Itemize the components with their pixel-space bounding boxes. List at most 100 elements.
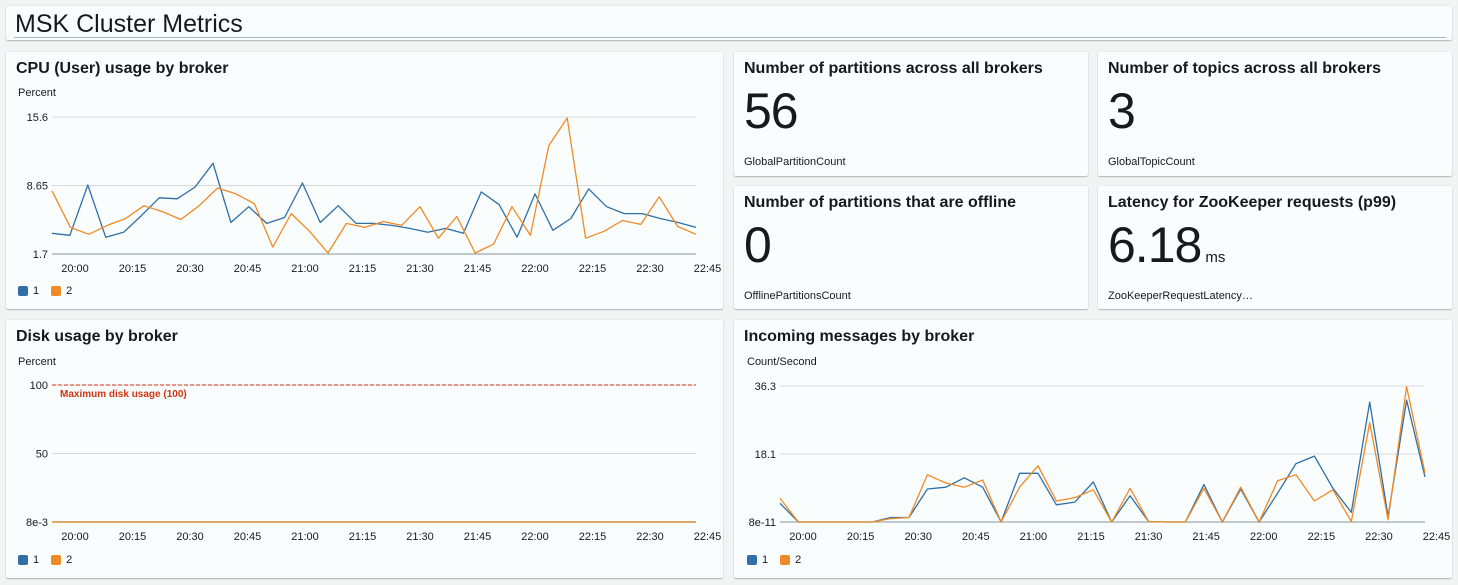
series-2-line[interactable] [779, 386, 1426, 523]
cpu-chart: 15.6 8.65 1.7 20:00 20:15 20:30 20:45 21:00 21:1… [27, 112, 722, 275]
legend-item-1[interactable]: 1 [747, 554, 768, 566]
incoming-widget-title: Incoming messages by broker [744, 328, 975, 345]
x-tick-label: 21:00 [291, 531, 319, 543]
disk-legend: 1 2 [18, 554, 72, 566]
legend-item-2[interactable]: 2 [780, 554, 801, 566]
legend-label-2: 2 [66, 554, 73, 566]
x-tick-label: 22:45 [694, 531, 722, 543]
x-tick-label: 21:45 [1192, 531, 1220, 543]
y-tick-label: 36.3 [755, 381, 776, 393]
legend-label-1: 1 [762, 554, 769, 566]
topics-widget-title: Number of topics across all brokers [1108, 60, 1381, 77]
series-2-swatch [51, 555, 62, 565]
y-tick-label: 100 [30, 380, 48, 392]
series-1-swatch [747, 555, 757, 565]
series-2-swatch [780, 555, 791, 565]
legend-item-1[interactable]: 1 [18, 285, 39, 297]
x-tick-label: 20:30 [176, 531, 204, 543]
x-tick-label: 20:15 [119, 531, 147, 543]
x-tick-label: 22:30 [1365, 531, 1393, 543]
y-tick-label: 8.65 [27, 181, 48, 193]
y-tick-label: 18.1 [755, 449, 776, 461]
latency-unit: ms [1205, 249, 1226, 266]
x-tick-label: 22:00 [521, 531, 549, 543]
x-tick-label: 22:15 [1308, 531, 1336, 543]
cpu-widget-title: CPU (User) usage by broker [16, 60, 229, 77]
title-divider [14, 37, 1446, 38]
latency-value: 6.18 [1108, 217, 1202, 273]
x-tick-label: 21:45 [464, 531, 492, 543]
x-tick-label: 22:30 [636, 531, 664, 543]
x-tick-label: 21:30 [406, 531, 434, 543]
latency-widget-title: Latency for ZooKeeper requests (p99) [1108, 194, 1397, 211]
incoming-unit-label: Count/Second [747, 356, 817, 368]
zookeeper-latency-widget[interactable]: Latency for ZooKeeper requests (p99) 6.1… [1098, 186, 1452, 309]
partitions-widget[interactable]: Number of partitions across all brokers … [734, 52, 1088, 176]
x-tick-label: 22:00 [1250, 531, 1278, 543]
partitions-value: 56 [744, 83, 799, 139]
offline-metric-name: OfflinePartitionsCount [744, 290, 851, 302]
x-tick-label: 20:45 [234, 263, 262, 275]
legend-item-2[interactable]: 2 [51, 554, 72, 566]
threshold-annotation: Maximum disk usage (100) [60, 389, 187, 400]
partitions-metric-name: GlobalPartitionCount [744, 156, 846, 168]
topics-widget[interactable]: Number of topics across all brokers 3 Gl… [1098, 52, 1452, 176]
x-tick-label: 20:30 [904, 531, 932, 543]
x-tick-label: 22:45 [1423, 531, 1451, 543]
latency-metric-name: ZooKeeperRequestLatency… [1108, 290, 1253, 302]
x-tick-label: 20:00 [61, 263, 89, 275]
y-tick-label: 50 [36, 449, 48, 461]
partitions-widget-title: Number of partitions across all brokers [744, 60, 1043, 77]
disk-unit-label: Percent [18, 356, 56, 368]
series-2-line[interactable] [51, 117, 697, 254]
x-tick-label: 21:45 [464, 263, 492, 275]
y-tick-label: 8e-3 [26, 517, 48, 529]
disk-widget-title: Disk usage by broker [16, 328, 178, 345]
series-2-swatch [51, 286, 62, 296]
series-1-line[interactable] [779, 399, 1426, 523]
incoming-messages-widget[interactable]: Incoming messages by broker Count/Second… [734, 320, 1452, 578]
incoming-chart: 36.3 18.1 8e-11 20:00 20:15 20:30 20:45 21:00 21… [749, 381, 1451, 543]
disk-widget[interactable]: Disk usage by broker Percent 100 50 8e-3 20… [6, 320, 723, 578]
dashboard-title-bar: MSK Cluster Metrics [6, 6, 1452, 40]
legend-item-1[interactable]: 1 [18, 554, 39, 566]
offline-value: 0 [744, 217, 772, 273]
legend-item-2[interactable]: 2 [51, 285, 72, 297]
x-tick-label: 21:30 [406, 263, 434, 275]
series-1-line[interactable] [51, 162, 697, 238]
x-tick-label: 20:15 [119, 263, 147, 275]
x-tick-label: 20:15 [847, 531, 875, 543]
y-tick-label: 8e-11 [749, 517, 776, 529]
x-tick-label: 20:45 [962, 531, 990, 543]
legend-label-1: 1 [33, 554, 40, 566]
x-tick-label: 20:00 [789, 531, 817, 543]
y-tick-label: 15.6 [27, 112, 48, 124]
topics-value: 3 [1108, 83, 1136, 139]
series-1-swatch [18, 286, 28, 296]
y-tick-label: 1.7 [33, 249, 48, 261]
legend-label-2: 2 [795, 554, 802, 566]
legend-label-2: 2 [66, 285, 73, 297]
x-tick-label: 21:30 [1135, 531, 1163, 543]
disk-chart: 100 50 8e-3 20:00 20:15 20:30 20:45 21:00 21:15 2… [26, 380, 722, 543]
x-tick-label: 22:30 [636, 263, 664, 275]
offline-widget-title: Number of partitions that are offline [744, 194, 1017, 211]
x-tick-label: 20:45 [234, 531, 262, 543]
cpu-widget[interactable]: CPU (User) usage by broker Percent 15.6 8… [6, 52, 723, 309]
x-tick-label: 21:15 [349, 263, 377, 275]
legend-label-1: 1 [33, 285, 40, 297]
cpu-unit-label: Percent [18, 87, 56, 99]
topics-metric-name: GlobalTopicCount [1108, 156, 1195, 168]
offline-partitions-widget[interactable]: Number of partitions that are offline 0 … [734, 186, 1088, 309]
latency-value-wrap: 6.18 ms [1108, 216, 1225, 274]
x-tick-label: 22:45 [694, 263, 722, 275]
incoming-legend: 1 2 [747, 554, 801, 566]
x-tick-label: 21:00 [1020, 531, 1048, 543]
x-tick-label: 20:00 [61, 531, 89, 543]
x-tick-label: 21:00 [291, 263, 319, 275]
dashboard-title: MSK Cluster Metrics [15, 10, 243, 38]
x-tick-label: 21:15 [349, 531, 377, 543]
cpu-legend: 1 2 [18, 285, 72, 297]
x-tick-label: 20:30 [176, 263, 204, 275]
x-tick-label: 22:15 [579, 531, 607, 543]
